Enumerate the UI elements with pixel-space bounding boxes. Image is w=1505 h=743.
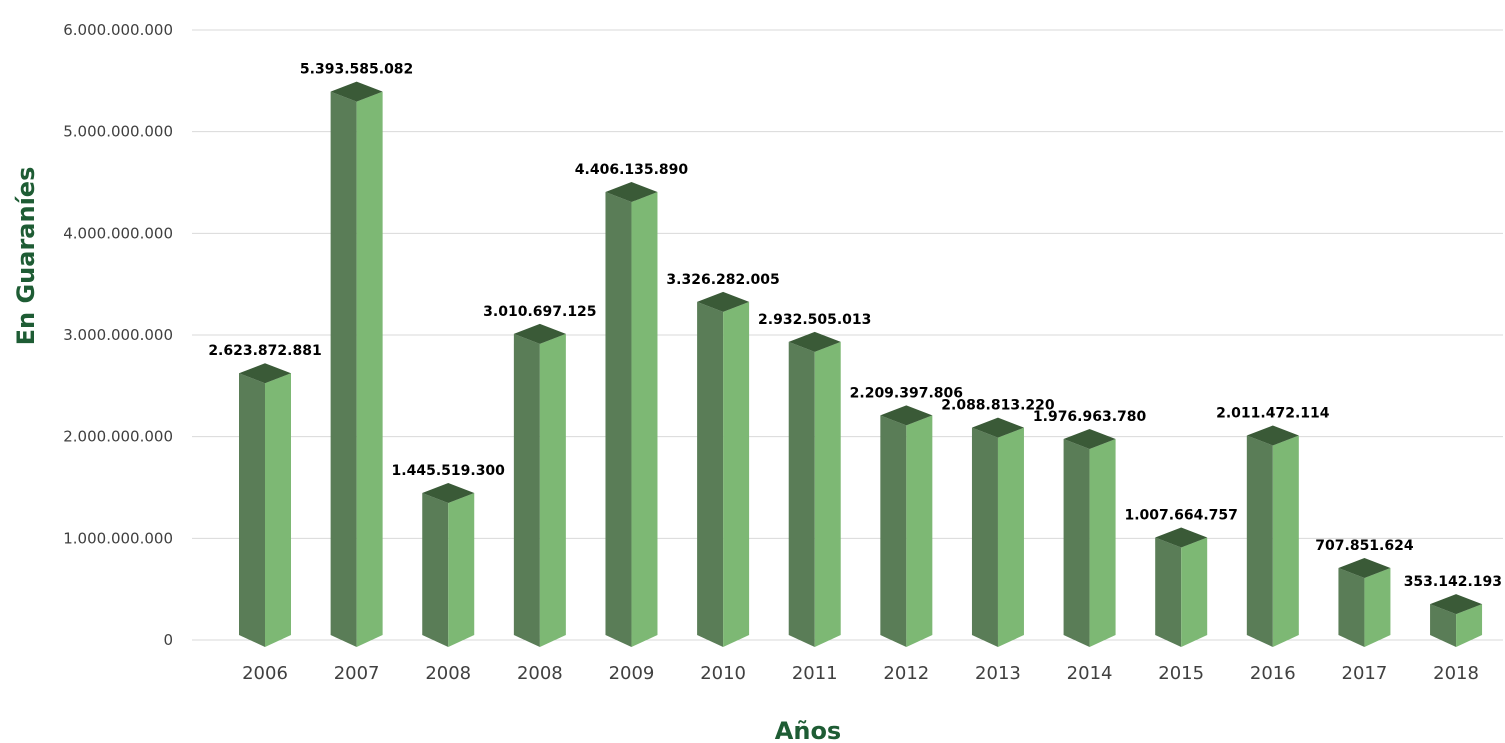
bar-left-face xyxy=(239,373,265,647)
bar xyxy=(239,363,291,647)
x-tick-label: 2016 xyxy=(1250,663,1296,684)
x-tick-label: 2013 xyxy=(975,663,1021,684)
bar-left-face xyxy=(422,493,449,647)
bar-top-face xyxy=(1338,558,1391,579)
bar-right-face xyxy=(1272,435,1299,647)
bar xyxy=(1246,425,1299,647)
bar-left-face xyxy=(605,192,632,647)
bar xyxy=(788,331,841,647)
bar-left-face xyxy=(697,301,724,647)
bar xyxy=(1063,429,1116,647)
bar-top-face xyxy=(1246,425,1299,446)
data-labels: 2.623.872.881 5.393.585.082 1.445.519.300 3… xyxy=(208,62,1502,590)
bar-right-face xyxy=(1181,537,1208,647)
bar-top-face xyxy=(422,483,475,504)
y-tick-label: 0 xyxy=(163,631,173,649)
bar-top-face xyxy=(880,405,933,426)
bar-left-face xyxy=(880,415,907,647)
x-axis-title: Años xyxy=(775,717,841,743)
bar-top-face xyxy=(1430,594,1483,615)
bar-right-face xyxy=(265,373,291,647)
y-tick-label: 4.000.000.000 xyxy=(63,224,173,242)
bar-left-face xyxy=(1338,568,1365,647)
bar-top-face xyxy=(239,363,291,384)
bar xyxy=(971,417,1024,647)
x-tick-label: 2010 xyxy=(700,663,746,684)
y-axis-ticks: 0 1.000.000.000 2.000.000.000 3.000.000.000… xyxy=(63,21,173,649)
bar-left-face xyxy=(971,427,998,647)
data-label: 1.445.519.300 xyxy=(392,463,506,479)
x-tick-label: 2014 xyxy=(1067,663,1113,684)
bar-right-face xyxy=(814,341,841,647)
bar xyxy=(330,81,383,648)
bar xyxy=(422,483,475,647)
bars xyxy=(239,81,1483,648)
bar-right-face xyxy=(1364,568,1391,647)
bar-left-face xyxy=(1246,435,1273,647)
data-label: 2.209.397.806 xyxy=(850,385,963,401)
data-label: 353.142.193 xyxy=(1404,574,1502,590)
bar-right-face xyxy=(1089,439,1116,647)
bar-top-face xyxy=(788,331,841,352)
data-label: 4.406.135.890 xyxy=(575,162,689,178)
bar-left-face xyxy=(1430,604,1457,647)
bar xyxy=(880,405,933,647)
bar-top-face xyxy=(330,81,383,102)
y-tick-label: 6.000.000.000 xyxy=(63,21,173,39)
bar-top-face xyxy=(513,323,566,344)
bar-left-face xyxy=(1063,439,1090,647)
data-label: 1.976.963.780 xyxy=(1033,409,1147,425)
x-tick-label: 2007 xyxy=(334,663,380,684)
grid-lines xyxy=(192,29,1503,641)
y-tick-label: 3.000.000.000 xyxy=(63,326,173,344)
y-tick-label: 2.000.000.000 xyxy=(63,428,173,446)
bar xyxy=(1338,558,1391,647)
x-tick-label: 2006 xyxy=(242,663,288,684)
bar-top-face xyxy=(605,182,658,203)
y-tick-label: 1.000.000.000 xyxy=(63,529,173,547)
bar-top-face xyxy=(697,291,750,312)
bar xyxy=(605,182,658,647)
bar-right-face xyxy=(448,493,475,647)
bar xyxy=(513,323,566,647)
y-axis-title: En Guaraníes xyxy=(12,167,40,346)
x-tick-label: 2017 xyxy=(1342,663,1388,684)
bar-top-face xyxy=(1063,429,1116,450)
bar-right-face xyxy=(723,301,750,647)
bar xyxy=(697,291,750,647)
x-tick-label: 2008 xyxy=(425,663,471,684)
bar-top-face xyxy=(971,417,1024,438)
bar-top-face xyxy=(1155,527,1208,548)
data-label: 2.088.813.220 xyxy=(941,398,1055,414)
x-tick-label: 2011 xyxy=(792,663,838,684)
bar-right-face xyxy=(356,91,383,648)
data-label: 3.326.282.005 xyxy=(666,272,779,288)
bar-right-face xyxy=(997,427,1024,647)
y-tick-label: 5.000.000.000 xyxy=(63,123,173,141)
x-axis-ticks: 2006 2007 2008 2008 2009 2010 2011 2012 2013 2014… xyxy=(242,663,1479,684)
bar xyxy=(1155,527,1208,647)
x-tick-label: 2018 xyxy=(1433,663,1479,684)
bar-right-face xyxy=(1456,604,1483,647)
bar xyxy=(1430,594,1483,647)
bar-left-face xyxy=(330,91,357,648)
x-tick-label: 2008 xyxy=(517,663,563,684)
x-tick-label: 2009 xyxy=(609,663,655,684)
data-label: 5.393.585.082 xyxy=(300,62,413,78)
bar-right-face xyxy=(539,333,566,647)
bar-left-face xyxy=(513,333,540,647)
bar-left-face xyxy=(1155,537,1182,647)
data-label: 707.851.624 xyxy=(1315,538,1414,554)
data-label: 2.011.472.114 xyxy=(1216,406,1330,422)
x-tick-label: 2012 xyxy=(883,663,929,684)
x-tick-label: 2015 xyxy=(1158,663,1204,684)
data-label: 1.007.664.757 xyxy=(1125,508,1238,524)
data-label: 3.010.697.125 xyxy=(483,304,596,320)
data-label: 2.932.505.013 xyxy=(758,312,871,328)
bar-right-face xyxy=(631,192,658,647)
data-label: 2.623.872.881 xyxy=(208,343,321,359)
bar-right-face xyxy=(906,415,933,647)
bar-left-face xyxy=(788,341,815,647)
